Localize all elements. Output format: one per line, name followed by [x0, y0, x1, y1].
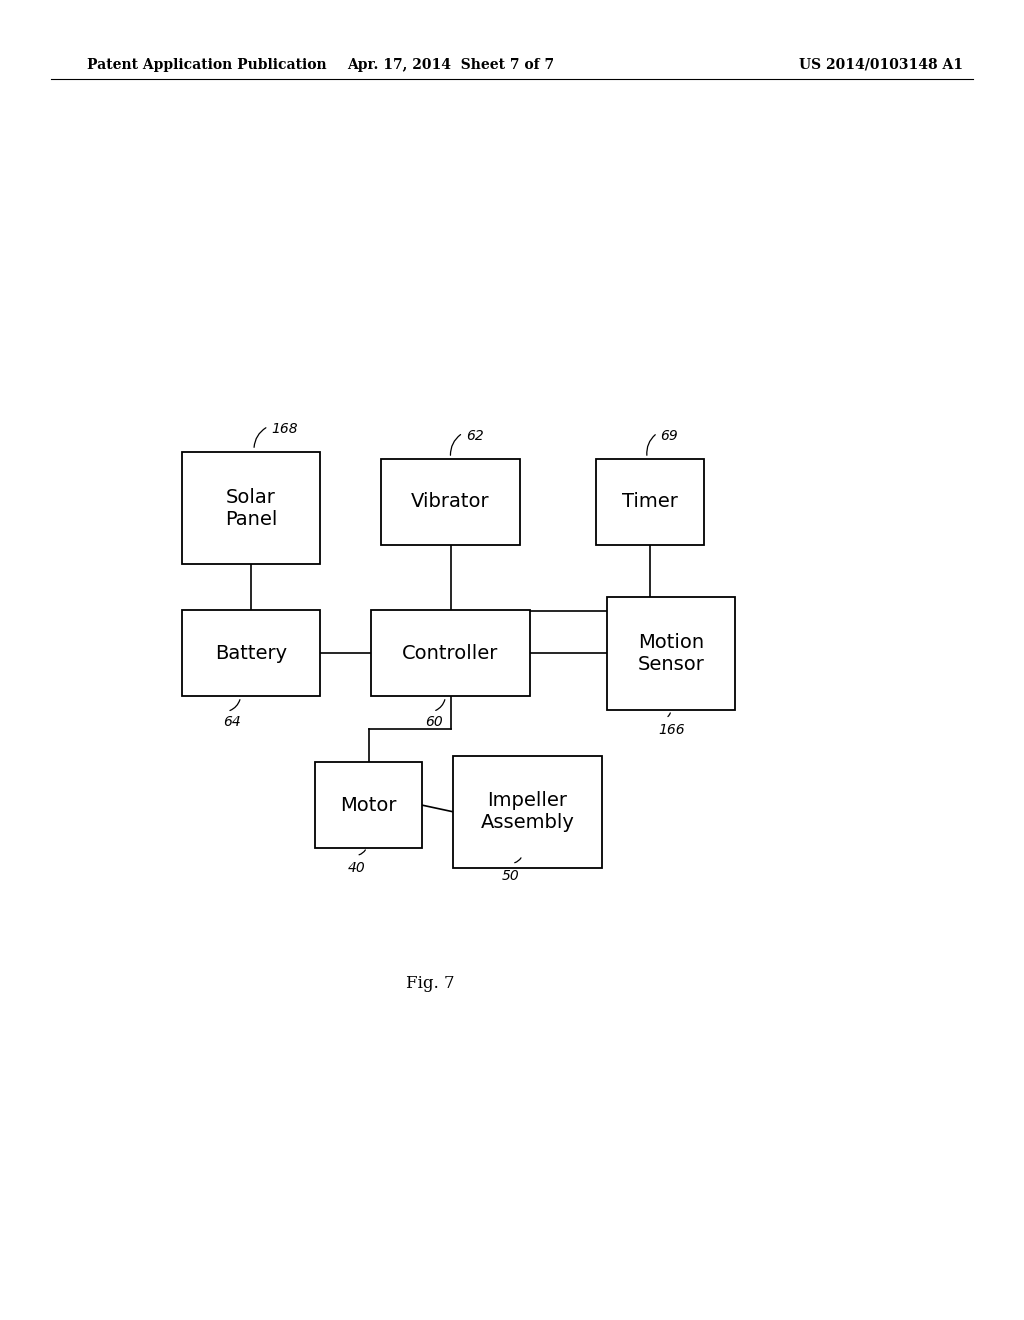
Text: Impeller
Assembly: Impeller Assembly	[480, 791, 574, 833]
Bar	[453, 755, 602, 869]
Text: 50: 50	[502, 869, 519, 883]
Bar	[371, 610, 530, 697]
Bar	[315, 762, 422, 847]
Text: 166: 166	[658, 723, 685, 738]
Bar	[182, 610, 319, 697]
Text: Controller: Controller	[402, 644, 499, 663]
Text: Vibrator: Vibrator	[412, 492, 489, 511]
Text: Fig. 7: Fig. 7	[406, 975, 455, 991]
Text: Apr. 17, 2014  Sheet 7 of 7: Apr. 17, 2014 Sheet 7 of 7	[347, 58, 554, 71]
Text: 69: 69	[660, 429, 678, 444]
Bar	[596, 458, 705, 544]
Text: 64: 64	[223, 715, 241, 730]
Bar	[606, 597, 735, 710]
Text: Battery: Battery	[215, 644, 287, 663]
Text: Motion
Sensor: Motion Sensor	[637, 632, 705, 675]
Text: US 2014/0103148 A1: US 2014/0103148 A1	[799, 58, 963, 71]
Bar	[381, 458, 520, 544]
Text: 168: 168	[271, 422, 298, 437]
Text: 40: 40	[348, 861, 366, 875]
Text: Solar
Panel: Solar Panel	[224, 487, 278, 529]
Text: 62: 62	[466, 429, 483, 444]
Bar	[182, 451, 319, 565]
Text: Patent Application Publication: Patent Application Publication	[87, 58, 327, 71]
Text: 60: 60	[425, 715, 442, 730]
Text: Motor: Motor	[340, 796, 397, 814]
Text: Timer: Timer	[623, 492, 678, 511]
